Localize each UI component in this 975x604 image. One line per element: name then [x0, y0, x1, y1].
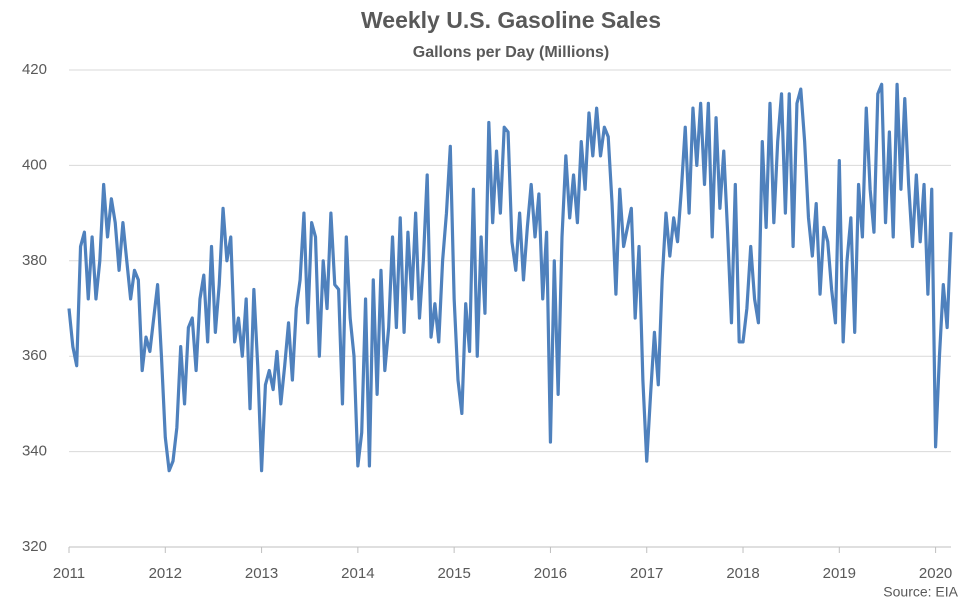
y-tick-label: 340 — [22, 443, 47, 460]
y-tick-label: 420 — [22, 61, 47, 78]
x-tick-label: 2015 — [437, 565, 470, 582]
y-tick-label: 400 — [22, 156, 47, 173]
x-tick-label: 2014 — [341, 565, 374, 582]
y-tick-label: 360 — [22, 347, 47, 364]
y-tick-label: 320 — [22, 538, 47, 555]
x-tick-label: 2018 — [726, 565, 759, 582]
x-tick-label: 2017 — [630, 565, 663, 582]
x-tick-label: 2019 — [823, 565, 856, 582]
data-line — [67, 82, 953, 473]
chart-title: Weekly U.S. Gasoline Sales — [361, 7, 661, 33]
chart-subtitle: Gallons per Day (Millions) — [413, 44, 609, 61]
x-tick-label: 2013 — [245, 565, 278, 582]
source-note: Source: EIA — [883, 584, 958, 600]
x-tick-label: 2012 — [149, 565, 182, 582]
x-tick-label: 2016 — [534, 565, 567, 582]
x-tick-label: 2011 — [53, 565, 85, 582]
x-tick-label: 2020 — [919, 565, 952, 582]
y-tick-label: 380 — [22, 252, 47, 269]
